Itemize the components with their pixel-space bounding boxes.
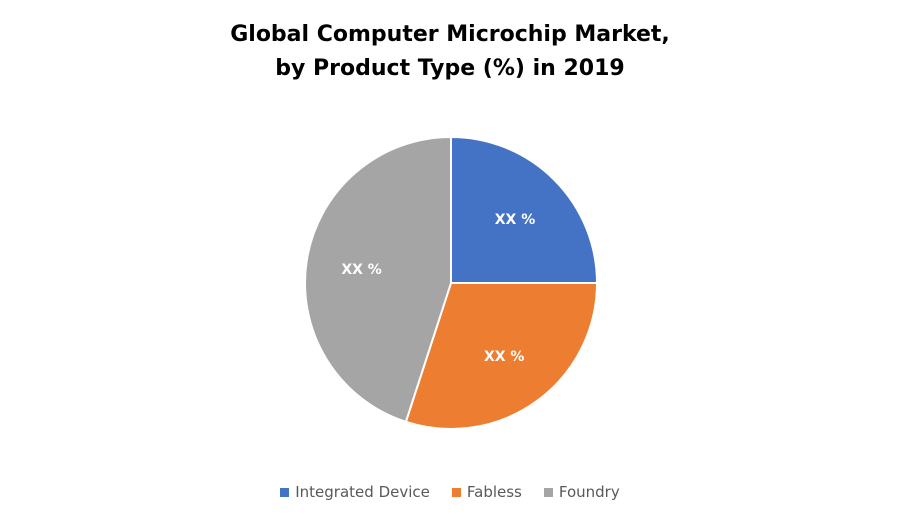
legend-swatch-foundry bbox=[543, 487, 553, 497]
legend-label-fabless: Fabless bbox=[466, 483, 522, 501]
legend-swatch-integrated-device bbox=[280, 487, 290, 497]
pie-slice-foundry bbox=[304, 135, 452, 424]
legend: Integrated Device Fabless Foundry bbox=[0, 483, 900, 501]
legend-item-integrated-device: Integrated Device bbox=[280, 483, 430, 501]
chart-title-line-1: Global Computer Microchip Market, bbox=[230, 22, 670, 47]
legend-item-fabless: Fabless bbox=[451, 483, 522, 501]
legend-label-foundry: Foundry bbox=[558, 483, 620, 501]
chart-title-line-2: by Product Type (%) in 2019 bbox=[275, 56, 625, 81]
pie-slice-fabless bbox=[404, 282, 599, 430]
pie-slice-integrated-device bbox=[450, 135, 599, 284]
legend-swatch-fabless bbox=[451, 487, 461, 497]
data-label-fabless: XX % bbox=[484, 349, 525, 365]
chart-title: Global Computer Microchip Market, by Pro… bbox=[0, 18, 900, 86]
data-label-foundry: XX % bbox=[341, 262, 382, 278]
legend-label-integrated-device: Integrated Device bbox=[295, 483, 430, 501]
legend-item-foundry: Foundry bbox=[543, 483, 620, 501]
data-label-integrated-device: XX % bbox=[495, 212, 536, 228]
